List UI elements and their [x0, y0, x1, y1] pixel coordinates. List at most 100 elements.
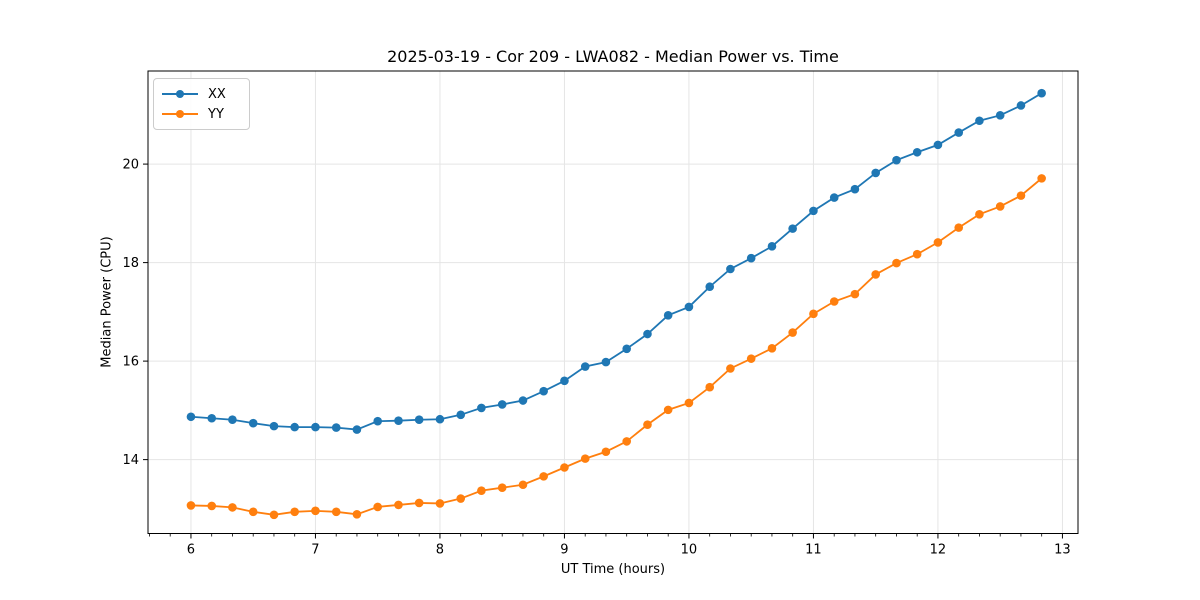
data-point	[809, 309, 818, 319]
data-point	[331, 507, 341, 517]
data-point	[248, 418, 258, 428]
grid-lines	[148, 71, 1078, 534]
data-point	[767, 344, 777, 353]
data-point	[477, 403, 486, 413]
data-point	[186, 412, 196, 422]
x-axis-label: UT Time (hours)	[560, 562, 666, 577]
data-point	[1037, 88, 1046, 98]
data-point	[580, 454, 590, 463]
data-point	[705, 382, 715, 392]
data-point	[497, 400, 507, 409]
data-point	[518, 396, 528, 405]
data-point	[601, 357, 611, 367]
tick-label: 12	[930, 543, 947, 558]
data-point	[892, 155, 901, 165]
data-point	[352, 509, 362, 519]
data-point	[311, 422, 320, 432]
data-point	[995, 111, 1005, 120]
x-axis-ticks: 6 7 8 9 10 11 12 13	[149, 533, 1071, 558]
data-point	[477, 486, 486, 495]
data-point	[809, 206, 818, 216]
data-point	[622, 344, 631, 354]
data-point	[954, 223, 964, 232]
tick-label: 7	[311, 543, 319, 558]
data-point	[1037, 174, 1046, 183]
data-point	[1016, 101, 1026, 110]
series-xx	[186, 88, 1046, 434]
legend: XX YY	[153, 78, 250, 130]
chart-title: 2025-03-19 - Cor 209 - LWA082 - Median P…	[387, 47, 839, 66]
data-point	[414, 498, 424, 508]
series-yy	[186, 174, 1046, 520]
data-point	[871, 270, 880, 279]
legend-label-yy: YY	[208, 106, 224, 122]
series-yy-line	[190, 177, 1043, 516]
y-axis-ticks: 14 16 18 20	[122, 158, 148, 468]
data-point	[497, 483, 507, 492]
data-point	[518, 480, 528, 490]
data-point	[207, 501, 217, 511]
data-point	[975, 116, 984, 126]
tick-label: 16	[122, 355, 139, 370]
data-point	[850, 184, 860, 194]
data-point	[788, 224, 797, 233]
data-point	[560, 376, 569, 386]
data-point	[331, 423, 341, 432]
data-point	[394, 500, 403, 510]
data-point	[705, 282, 715, 292]
data-point	[456, 494, 466, 503]
series-xx-line	[190, 92, 1043, 431]
data-point	[684, 398, 694, 408]
tick-label: 10	[681, 543, 698, 558]
data-point	[373, 416, 382, 426]
tick-label: 20	[122, 158, 139, 173]
legend-label-xx: XX	[208, 86, 226, 102]
data-point	[933, 140, 943, 150]
data-point	[539, 472, 548, 481]
data-point	[352, 425, 362, 434]
marker-icon	[176, 90, 184, 98]
data-point	[394, 416, 403, 426]
data-point	[829, 193, 839, 202]
marker-icon	[176, 110, 184, 118]
data-point	[663, 405, 673, 415]
data-point	[746, 354, 756, 363]
data-point	[995, 202, 1005, 211]
data-point	[643, 420, 652, 429]
data-point	[228, 415, 237, 425]
data-point	[435, 499, 445, 508]
data-point	[601, 447, 611, 457]
tick-label: 13	[1054, 543, 1071, 558]
data-point	[248, 507, 258, 517]
data-point	[912, 147, 922, 157]
data-point	[871, 168, 880, 178]
data-point	[560, 463, 569, 472]
data-point	[207, 413, 217, 423]
legend-sample-xx	[162, 89, 198, 99]
data-point	[663, 311, 673, 320]
data-point	[269, 510, 279, 520]
data-point	[746, 253, 756, 263]
tick-label: 14	[122, 453, 139, 468]
data-point	[788, 328, 797, 337]
data-point	[684, 302, 694, 312]
data-point	[539, 386, 548, 396]
tick-label: 18	[122, 256, 139, 271]
data-point	[269, 421, 279, 431]
tick-label: 9	[560, 543, 568, 558]
tick-label: 8	[436, 543, 444, 558]
legend-item-yy: YY	[154, 104, 249, 124]
data-point	[414, 415, 424, 425]
legend-sample-yy	[162, 109, 198, 119]
data-point	[456, 410, 466, 420]
data-point	[228, 503, 237, 512]
data-point	[373, 502, 382, 512]
data-point	[726, 364, 735, 373]
tick-label: 11	[805, 543, 822, 558]
data-point	[829, 297, 839, 306]
data-point	[186, 501, 196, 510]
data-point	[933, 238, 943, 247]
legend-item-xx: XX	[154, 84, 249, 104]
